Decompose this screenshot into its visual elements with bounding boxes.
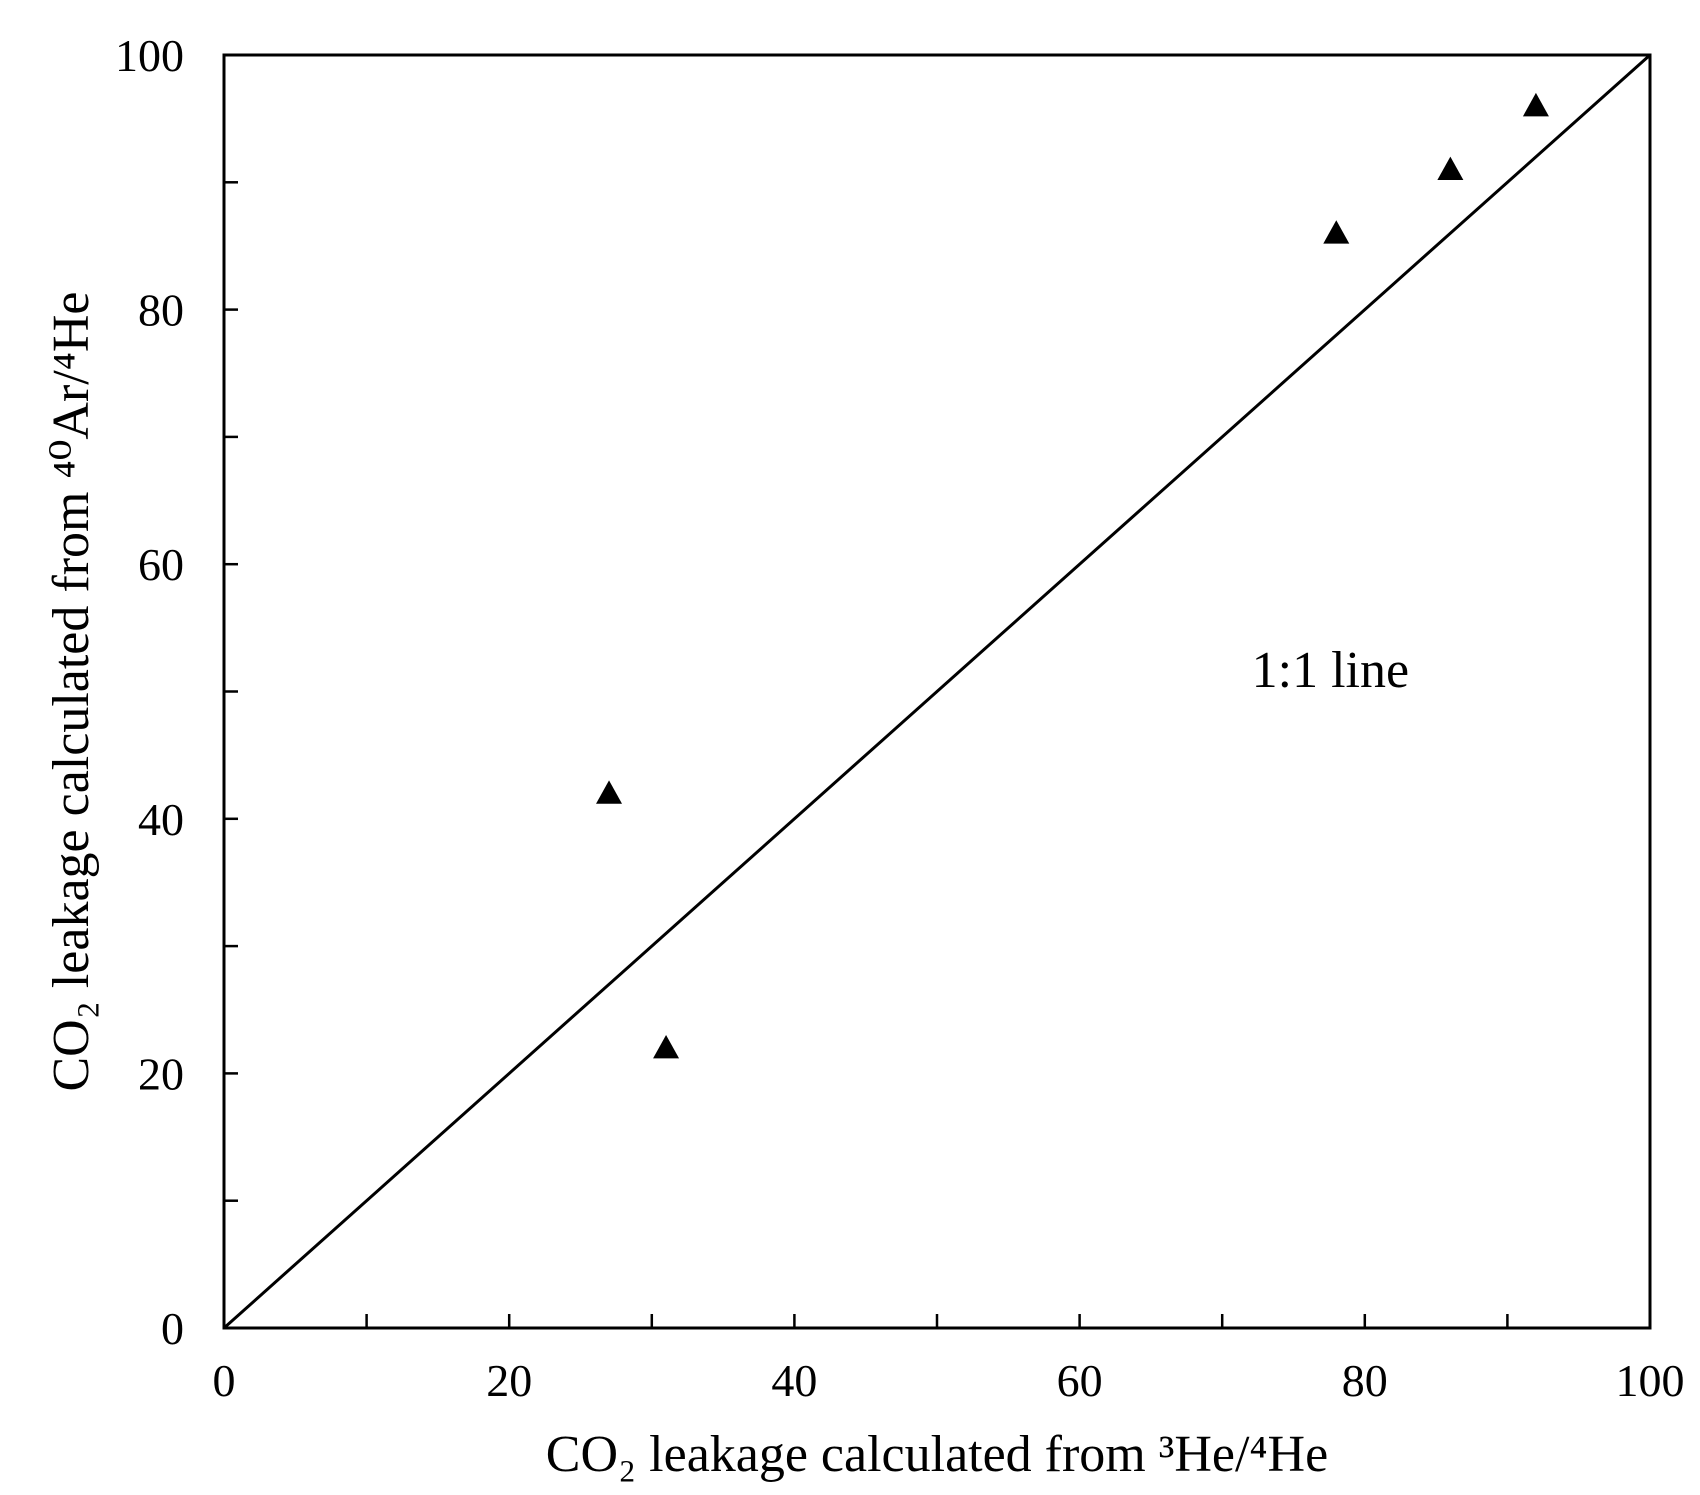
data-point-0-4: [1522, 92, 1549, 117]
x-tick-label-100: 100: [1616, 1355, 1685, 1406]
y-tick-label-80: 80: [138, 285, 184, 336]
x-tick-label-20: 20: [486, 1355, 532, 1406]
data-points-layer: [596, 92, 1549, 1059]
data-point-0-0: [596, 780, 623, 804]
y-tick-label-40: 40: [138, 794, 184, 845]
y-tick-label-20: 20: [138, 1048, 184, 1099]
data-point-0-2: [1323, 220, 1350, 244]
x-tick-label-40: 40: [771, 1355, 817, 1406]
x-tick-label-60: 60: [1057, 1355, 1103, 1406]
axes-layer: 0 20 40 60 80 100 0 20 40 60 80 100: [115, 30, 1685, 1406]
x-axis-label: CO₂ leakage calculated from ³He/⁴He: [546, 1426, 1328, 1483]
y-axis-label: CO₂ leakage calculated from ⁴⁰Ar/⁴He: [43, 291, 100, 1091]
y-tick-label-0: 0: [161, 1303, 184, 1354]
y-tick-label-100: 100: [115, 30, 184, 81]
data-point-0-1: [653, 1034, 680, 1059]
one-to-one-line: [223, 53, 1651, 1330]
data-point-0-3: [1437, 156, 1464, 180]
y-tick-label-60: 60: [138, 539, 184, 590]
reference-line-layer: [223, 53, 1651, 1330]
reference-line-label: 1:1 line: [1252, 642, 1409, 699]
x-tick-label-80: 80: [1342, 1355, 1388, 1406]
x-tick-label-0: 0: [213, 1355, 236, 1406]
